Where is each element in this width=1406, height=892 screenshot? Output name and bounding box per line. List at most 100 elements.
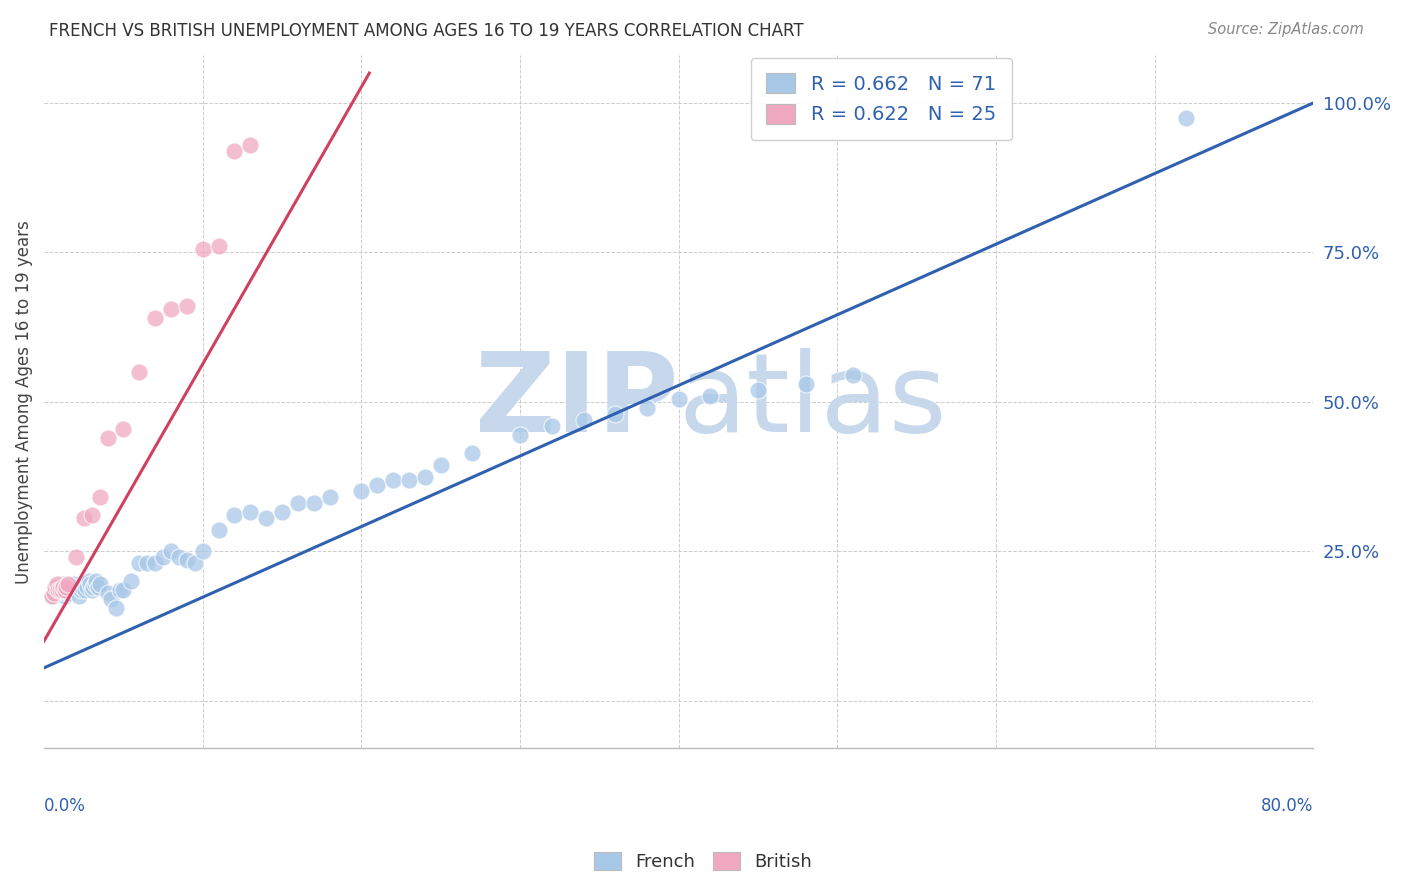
- Point: [191, 243, 214, 257]
- Legend: French, British: French, British: [586, 845, 820, 879]
- Point: [49, 583, 72, 598]
- Point: [53, 583, 76, 598]
- Point: [67, 589, 90, 603]
- Point: [89, 577, 111, 591]
- Legend: R = 0.662   N = 71, R = 0.622   N = 25: R = 0.662 N = 71, R = 0.622 N = 25: [751, 58, 1012, 140]
- Point: [112, 583, 135, 598]
- Point: [207, 524, 229, 538]
- Text: FRENCH VS BRITISH UNEMPLOYMENT AMONG AGES 16 TO 19 YEARS CORRELATION CHART: FRENCH VS BRITISH UNEMPLOYMENT AMONG AGE…: [49, 22, 804, 40]
- Point: [429, 458, 451, 472]
- Point: [509, 427, 531, 442]
- Point: [52, 580, 75, 594]
- Point: [41, 589, 63, 603]
- Point: [350, 484, 373, 499]
- Point: [66, 580, 89, 594]
- Text: 0.0%: 0.0%: [44, 797, 86, 815]
- Point: [287, 496, 309, 510]
- Point: [80, 583, 103, 598]
- Point: [636, 401, 658, 415]
- Point: [160, 302, 183, 317]
- Point: [45, 577, 67, 591]
- Point: [699, 389, 721, 403]
- Text: 80.0%: 80.0%: [1261, 797, 1313, 815]
- Point: [82, 580, 104, 594]
- Text: atlas: atlas: [679, 348, 948, 455]
- Point: [191, 544, 214, 558]
- Text: Source: ZipAtlas.com: Source: ZipAtlas.com: [1208, 22, 1364, 37]
- Point: [97, 586, 120, 600]
- Point: [176, 553, 198, 567]
- Point: [398, 473, 420, 487]
- Point: [176, 299, 198, 313]
- Point: [55, 580, 77, 594]
- Point: [45, 583, 67, 598]
- Point: [86, 574, 108, 588]
- Point: [605, 407, 627, 421]
- Point: [77, 574, 100, 588]
- Point: [104, 601, 127, 615]
- Point: [668, 392, 690, 406]
- Point: [53, 589, 76, 603]
- Point: [65, 583, 87, 598]
- Point: [143, 311, 166, 326]
- Point: [540, 418, 562, 433]
- Point: [128, 365, 150, 379]
- Point: [75, 583, 97, 598]
- Point: [70, 580, 93, 594]
- Point: [461, 445, 484, 459]
- Point: [56, 583, 79, 598]
- Point: [366, 478, 388, 492]
- Point: [120, 574, 142, 588]
- Point: [48, 583, 70, 598]
- Point: [97, 431, 120, 445]
- Point: [572, 413, 595, 427]
- Point: [413, 469, 436, 483]
- Y-axis label: Unemployment Among Ages 16 to 19 years: Unemployment Among Ages 16 to 19 years: [15, 220, 32, 583]
- Point: [51, 583, 73, 598]
- Point: [747, 383, 769, 397]
- Point: [44, 580, 66, 594]
- Point: [271, 505, 294, 519]
- Point: [167, 550, 190, 565]
- Point: [110, 583, 132, 598]
- Point: [184, 556, 207, 570]
- Point: [55, 586, 77, 600]
- Point: [1175, 111, 1198, 125]
- Point: [794, 376, 817, 391]
- Point: [136, 556, 159, 570]
- Point: [44, 586, 66, 600]
- Point: [73, 511, 96, 525]
- Point: [152, 550, 174, 565]
- Point: [224, 144, 246, 158]
- Point: [89, 491, 111, 505]
- Point: [224, 508, 246, 523]
- Point: [87, 580, 110, 594]
- Point: [302, 496, 325, 510]
- Point: [143, 556, 166, 570]
- Point: [100, 592, 122, 607]
- Point: [58, 586, 80, 600]
- Point: [42, 586, 65, 600]
- Point: [207, 239, 229, 253]
- Point: [318, 491, 340, 505]
- Point: [76, 580, 98, 594]
- Point: [239, 137, 262, 152]
- Point: [83, 577, 105, 591]
- Point: [41, 589, 63, 603]
- Point: [49, 583, 72, 598]
- Point: [73, 577, 96, 591]
- Point: [56, 577, 79, 591]
- Point: [79, 577, 101, 591]
- Point: [254, 511, 277, 525]
- Point: [80, 508, 103, 523]
- Point: [51, 580, 73, 594]
- Point: [112, 422, 135, 436]
- Point: [48, 580, 70, 594]
- Point: [52, 577, 75, 591]
- Point: [60, 583, 83, 598]
- Point: [128, 556, 150, 570]
- Point: [842, 368, 865, 382]
- Point: [65, 550, 87, 565]
- Point: [239, 505, 262, 519]
- Point: [382, 473, 405, 487]
